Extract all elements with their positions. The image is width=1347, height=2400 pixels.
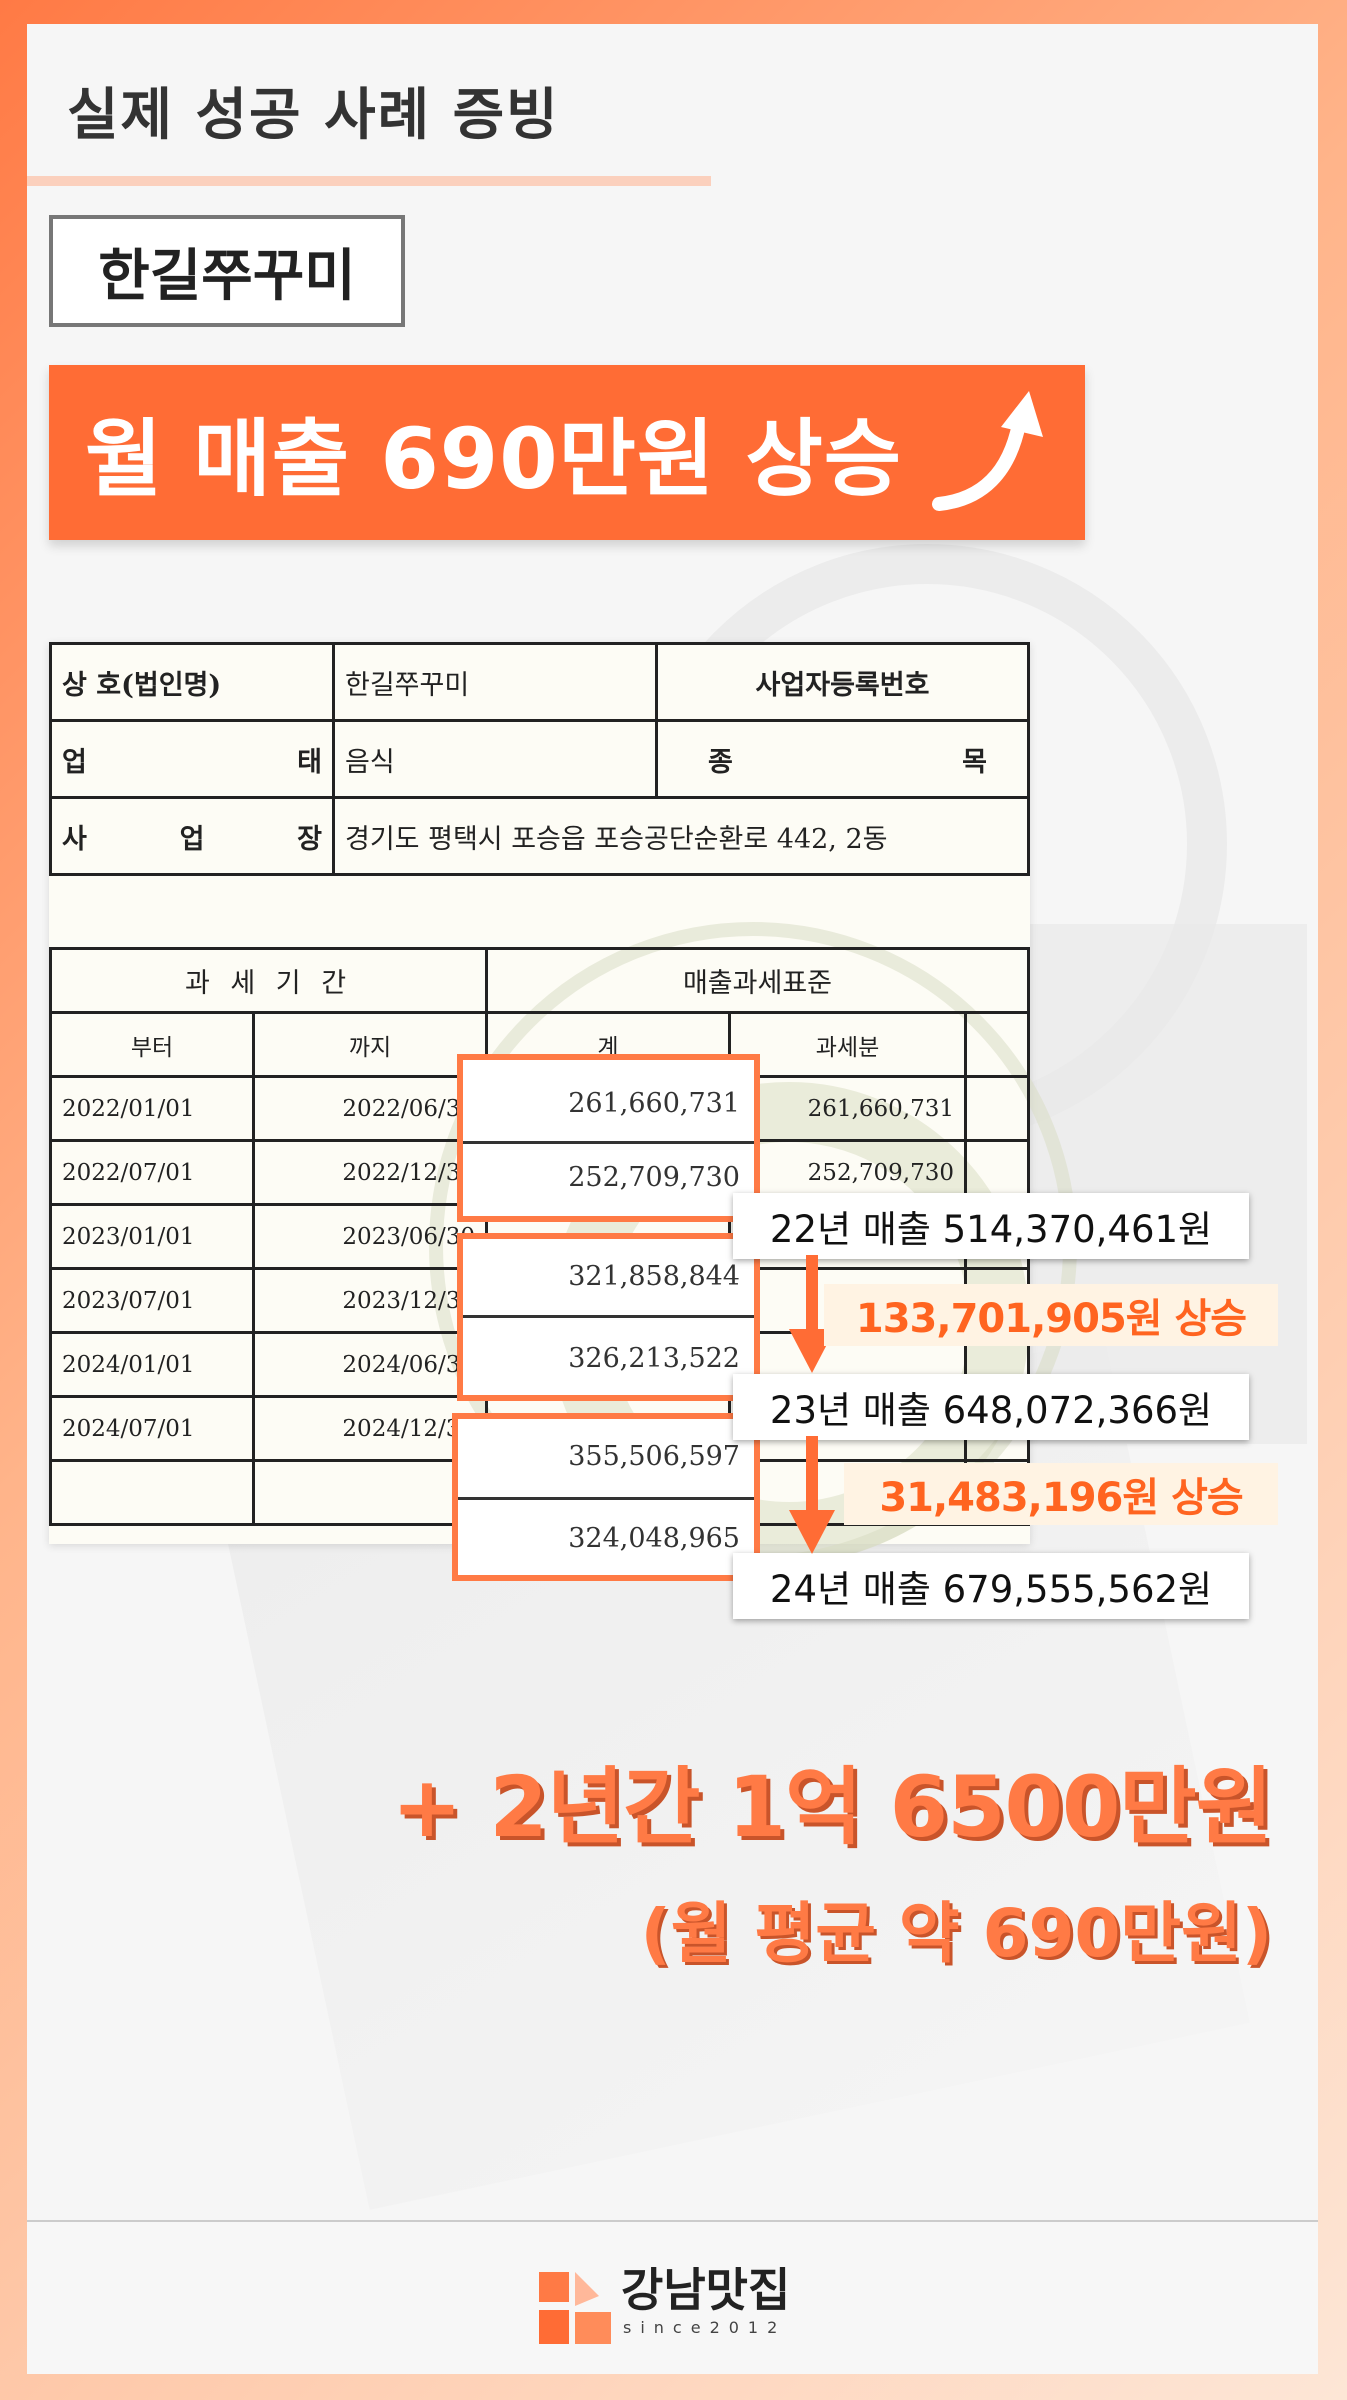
- background-paper: [1027, 924, 1307, 1444]
- taxable-header: 과세분: [728, 1011, 967, 1078]
- highlight-2023: 321,858,844 326,213,522: [457, 1233, 760, 1401]
- down-arrow-icon: [789, 1436, 835, 1554]
- title-underline: [27, 176, 711, 186]
- total-2022-h1: 261,660,731: [568, 1088, 740, 1119]
- period-header: 과 세 기 간: [49, 947, 488, 1014]
- row1-value: 한길쭈꾸미: [332, 642, 658, 722]
- row2-right-a: 종: [708, 746, 733, 778]
- annual-sales-2023: 23년 매출 648,072,366원: [733, 1374, 1249, 1440]
- total-2024-h1: 355,506,597: [568, 1441, 740, 1472]
- row3-label-a: 사: [62, 823, 87, 855]
- headline-text: 월 매출 690만원 상승: [85, 410, 903, 508]
- row-divider: [458, 1497, 754, 1500]
- row-divider: [463, 1141, 754, 1144]
- trend-up-arrow-icon: [932, 391, 1043, 511]
- row2-label-b: 태: [297, 746, 322, 778]
- row3-label-c: 장: [297, 823, 322, 855]
- row3-value: 경기도 평택시 포승읍 포승공단순환로 442, 2동: [332, 796, 1030, 876]
- sales-header: 매출과세표준: [485, 947, 1030, 1014]
- highlight-2024: 355,506,597 324,048,965: [452, 1413, 760, 1581]
- increase-2024: 31,483,196원 상승: [844, 1463, 1278, 1525]
- increase-2023: 133,701,905원 상승: [824, 1284, 1278, 1346]
- summary-total: + 2년간 1억 6500만원: [391, 1758, 1273, 1856]
- row2-label-a: 업: [62, 746, 87, 778]
- highlight-2022: 261,660,731 252,709,730: [457, 1054, 760, 1222]
- headline-banner: 월 매출 690만원 상승: [49, 365, 1085, 540]
- row-divider: [463, 1315, 754, 1318]
- down-arrow-icon: [789, 1255, 835, 1373]
- from-header: 부터: [49, 1011, 255, 1078]
- row1-right-label: 사업자등록번호: [655, 642, 1030, 722]
- row2-value: 음식: [332, 719, 658, 799]
- total-2023-h2: 326,213,522: [568, 1343, 740, 1374]
- row1-label: 상 호(법인명): [62, 669, 222, 701]
- page-title: 실제 성공 사례 증빙: [67, 83, 560, 148]
- row2-right-b: 목: [962, 746, 987, 778]
- annual-sales-2024: 24년 매출 679,555,562원: [733, 1553, 1249, 1619]
- total-2023-h1: 321,858,844: [568, 1261, 740, 1292]
- total-2024-h2: 324,048,965: [568, 1523, 740, 1554]
- total-2022-h2: 252,709,730: [568, 1162, 740, 1193]
- store-name-box: 한길쭈꾸미: [49, 215, 405, 327]
- summary-monthly: (월 평균 약 690만원): [640, 1895, 1272, 1972]
- row3-label-b: 업: [179, 823, 205, 855]
- annual-sales-2022: 22년 매출 514,370,461원: [733, 1193, 1249, 1259]
- to-header: 까지: [252, 1011, 488, 1078]
